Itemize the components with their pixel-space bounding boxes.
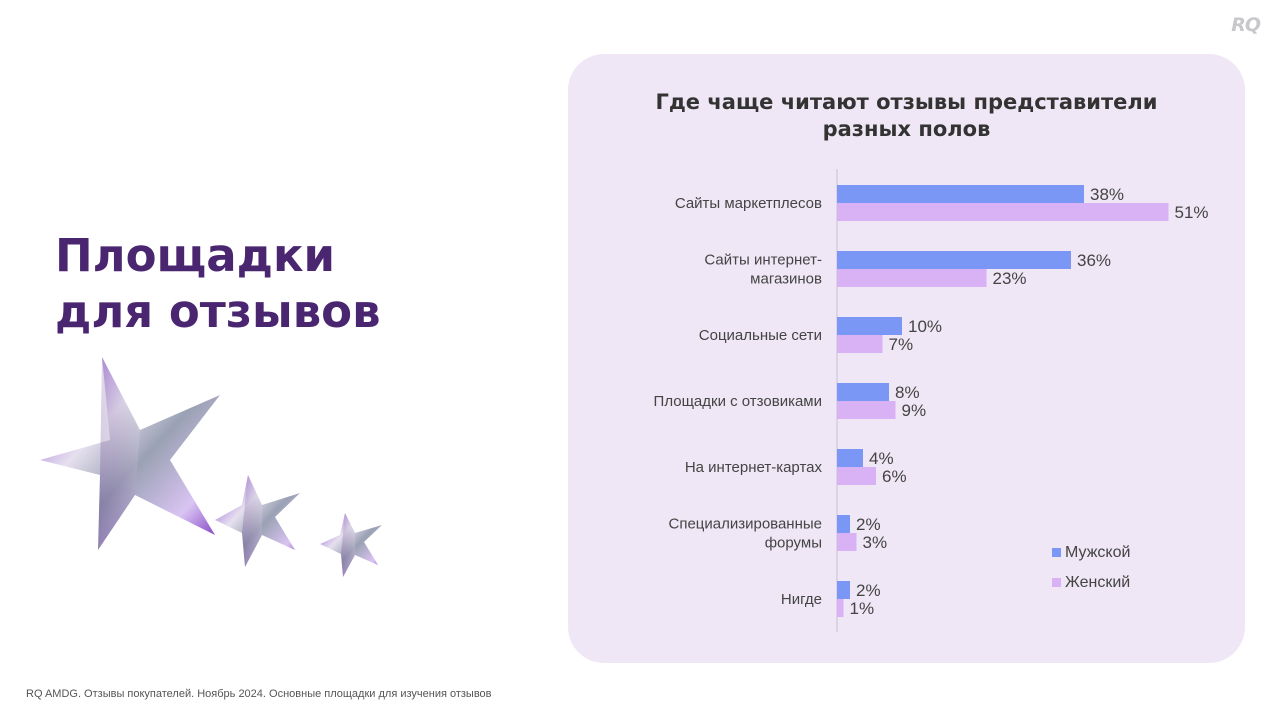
page-headline: Площадки для отзывов	[55, 228, 381, 340]
data-label: 9%	[902, 401, 927, 420]
stars-illustration	[40, 357, 382, 577]
category-label: Площадки с отзовиками	[654, 393, 822, 410]
chart-title-line-2: разных полов	[822, 117, 991, 141]
brand-logo: RQ	[1231, 14, 1261, 36]
category-label: форумы	[765, 535, 822, 552]
bar-male	[837, 251, 1071, 269]
legend-swatch	[1052, 548, 1061, 557]
medium-star-icon	[215, 475, 300, 567]
data-label: 36%	[1077, 251, 1111, 270]
bar-male	[837, 317, 902, 335]
data-label: 10%	[908, 317, 942, 336]
footer-source-note: RQ AMDG. Отзывы покупателей. Ноябрь 2024…	[26, 688, 492, 700]
headline-line-1: Площадки	[55, 229, 336, 282]
bar-female	[837, 401, 896, 419]
bar-male	[837, 383, 889, 401]
bar-female	[837, 203, 1169, 221]
chart-title: Где чаще читают отзывы представители раз…	[568, 89, 1245, 143]
data-label: 51%	[1175, 203, 1209, 222]
category-label: Сайты маркетплесов	[675, 195, 822, 212]
bar-male	[837, 581, 850, 599]
data-label: 8%	[895, 383, 920, 402]
chart-title-line-1: Где чаще читают отзывы представители	[655, 90, 1158, 114]
chart-panel	[568, 54, 1245, 663]
legend-swatch	[1052, 578, 1061, 587]
category-label: Социальные сети	[699, 327, 822, 344]
data-label: 38%	[1090, 185, 1124, 204]
category-label: Сайты интернет-	[704, 252, 822, 269]
bar-female	[837, 599, 844, 617]
legend-label: Мужской	[1065, 544, 1130, 561]
bar-female	[837, 335, 883, 353]
data-label: 1%	[850, 599, 875, 618]
data-label: 3%	[863, 533, 888, 552]
big-star-icon	[40, 357, 220, 550]
bar-male	[837, 185, 1084, 203]
bar-male	[837, 515, 850, 533]
data-label: 6%	[882, 467, 907, 486]
legend-label: Женский	[1065, 574, 1130, 591]
bar-male	[837, 449, 863, 467]
bar-female	[837, 467, 876, 485]
category-label: На интернет-картах	[685, 459, 823, 476]
bar-female	[837, 269, 987, 287]
bar-female	[837, 533, 857, 551]
data-label: 23%	[993, 269, 1027, 288]
category-label: магазинов	[750, 271, 822, 288]
category-label: Специализированные	[668, 516, 822, 533]
headline-line-2: для отзывов	[55, 285, 381, 338]
category-label: Нигде	[781, 591, 822, 608]
data-label: 2%	[856, 515, 881, 534]
small-star-icon	[320, 513, 382, 577]
bar-chart: Сайты маркетплесов 38% 51% Сайты интернет-м…	[654, 169, 1209, 632]
data-label: 4%	[869, 449, 894, 468]
data-label: 2%	[856, 581, 881, 600]
data-label: 7%	[889, 335, 914, 354]
